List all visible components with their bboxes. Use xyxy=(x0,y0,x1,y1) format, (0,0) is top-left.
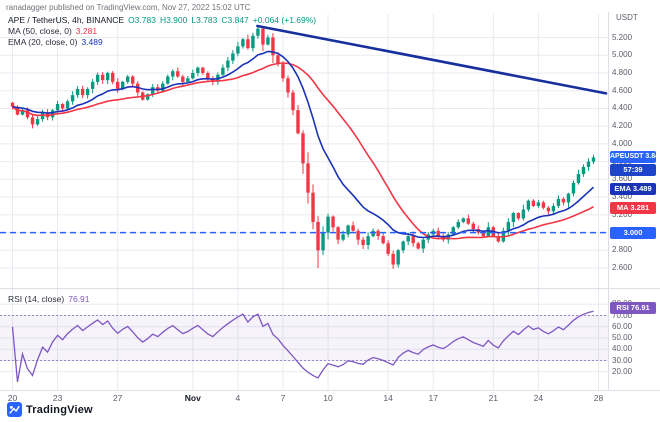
rsi-tick-label[interactable]: 20.00 xyxy=(612,366,633,376)
ema-row: EMA (20, close, 0) 3.489 xyxy=(8,37,316,48)
time-tick-label[interactable]: 28 xyxy=(593,392,604,403)
time-tick-label[interactable]: 23 xyxy=(52,392,63,403)
ema-badge: EMA 3.489 xyxy=(610,183,656,196)
attribution: ranadagger published on TradingView.com,… xyxy=(6,3,251,12)
time-tick-label[interactable]: 27 xyxy=(112,392,123,403)
ohlc-high: H3.900 xyxy=(159,15,188,25)
ema-line[interactable] xyxy=(12,50,595,239)
ma-value: 3.281 xyxy=(75,26,98,36)
rsi-tick-label[interactable]: 40.00 xyxy=(612,344,633,354)
price-tick-label[interactable]: 4.600 xyxy=(612,85,633,95)
price-tick-label[interactable]: 3.400 xyxy=(612,192,633,202)
ohlc-close: C3.847 xyxy=(221,15,249,25)
time-tick-label[interactable]: 14 xyxy=(383,392,393,403)
rsi-band xyxy=(0,315,609,361)
price-tick-label[interactable]: 5.000 xyxy=(612,50,633,60)
rsi-tick-label[interactable]: 50.00 xyxy=(612,333,633,342)
countdown-badge: 57:39 xyxy=(610,164,656,177)
tradingview-wordmark: TradingView xyxy=(26,403,93,416)
price-tick-label[interactable]: 4.800 xyxy=(612,67,633,77)
price-tick-label[interactable]: 4.200 xyxy=(612,121,633,131)
time-tick-label[interactable]: 17 xyxy=(428,392,438,403)
descending-trendline[interactable] xyxy=(256,24,608,95)
chart-legend: APE / TetherUS, 4h, BINANCE O3.783 H3.900 L… xyxy=(8,15,316,48)
rsi-badge: RSI 76.91 xyxy=(610,301,656,314)
ohlc-open: O3.783 xyxy=(128,15,156,25)
price-axis-unit: USDT xyxy=(616,13,638,22)
time-tick-label[interactable]: 21 xyxy=(488,392,499,403)
rsi-tick-label[interactable]: 30.00 xyxy=(612,355,633,365)
price-tick-label[interactable]: 3.600 xyxy=(612,174,633,184)
tradingview-icon xyxy=(7,402,22,417)
price-tick-label[interactable]: 3.200 xyxy=(612,209,633,219)
ma-badge: MA 3.281 xyxy=(610,201,656,214)
rsi-legend: RSI (14, close) 76.91 xyxy=(8,294,90,304)
time-tick-label[interactable]: Nov xyxy=(184,392,201,403)
time-tick-label[interactable]: 4 xyxy=(235,392,241,403)
time-tick-label[interactable]: 20 xyxy=(7,392,18,403)
rsi-label[interactable]: RSI (14, close) xyxy=(8,294,65,304)
price-tick-label[interactable]: 5.200 xyxy=(612,32,633,42)
tradingview-logo[interactable]: TradingView xyxy=(7,402,93,417)
last-price-badge: APEUSDT 3.847 xyxy=(610,151,660,164)
rsi-tick-label[interactable]: 60.00 xyxy=(612,321,633,331)
time-tick-label[interactable]: 24 xyxy=(533,392,544,403)
change-percent: +0.064 (+1.69%) xyxy=(252,15,317,25)
price-tick-label[interactable]: 4.000 xyxy=(612,138,633,148)
ma-label[interactable]: MA (50, close, 0) xyxy=(8,26,72,36)
symbol-row: APE / TetherUS, 4h, BINANCE O3.783 H3.900 L… xyxy=(8,15,316,26)
ema-label[interactable]: EMA (20, close, 0) xyxy=(8,37,78,47)
ohlc-low: L3.783 xyxy=(191,15,218,25)
rsi-tick-label[interactable]: 70.00 xyxy=(612,310,633,320)
price-tick-label[interactable]: 2.600 xyxy=(612,263,633,273)
price-tick-label[interactable]: 2.800 xyxy=(612,245,633,255)
price-tick-label[interactable]: 4.400 xyxy=(612,103,633,113)
hline-badge: 3.000 xyxy=(610,226,656,239)
rsi-line[interactable] xyxy=(11,310,594,383)
rsi-value: 76.91 xyxy=(68,294,90,304)
time-tick-label[interactable]: 10 xyxy=(323,392,333,403)
ma-line[interactable] xyxy=(12,62,594,240)
time-tick-label[interactable]: 7 xyxy=(280,392,286,403)
symbol-title[interactable]: APE / TetherUS, 4h, BINANCE xyxy=(8,15,125,25)
ma-row: MA (50, close, 0) 3.281 xyxy=(8,26,316,37)
ema-value: 3.489 xyxy=(81,37,103,47)
